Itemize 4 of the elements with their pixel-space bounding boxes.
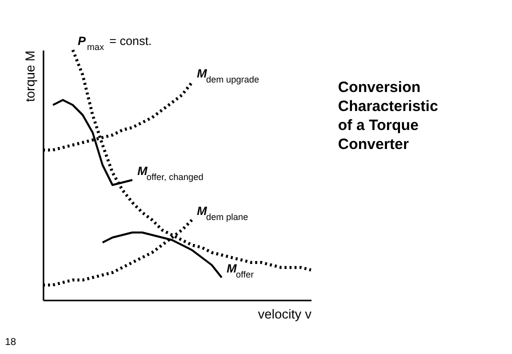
y-axis-title: torque M	[22, 50, 38, 102]
x-axis-title: velocity v	[258, 306, 312, 322]
text: Conversion Characteristic of a Torque Converter	[338, 79, 438, 153]
text: 18	[5, 337, 17, 348]
